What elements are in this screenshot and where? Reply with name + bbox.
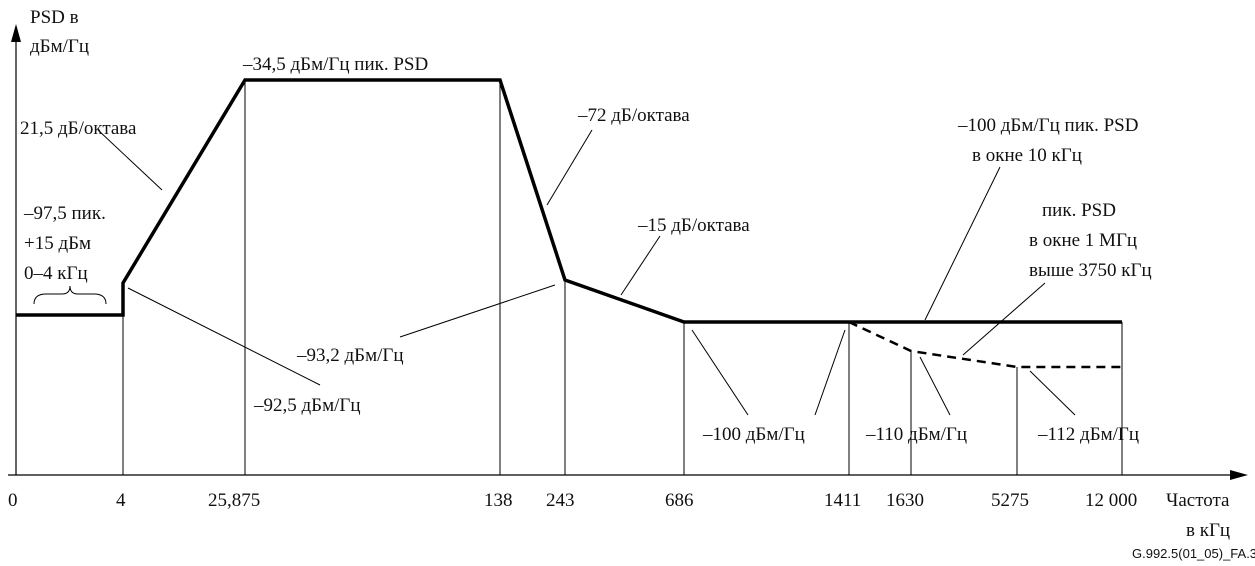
peak-10khz-label-line2: в окне 10 кГц [972, 145, 1082, 166]
low-band-label-line3: 0–4 кГц [24, 263, 88, 284]
leader-112 [1029, 370, 1076, 416]
leader-92-5 [127, 287, 321, 386]
figure-id: G.992.5(01_05)_FA.3 [1132, 546, 1255, 561]
leader-110 [919, 356, 951, 416]
level-93-2-label: –93,2 дБм/Гц [296, 345, 404, 366]
x-tick-0: 0 [8, 490, 18, 511]
leader-slope-shallow [620, 235, 661, 296]
slope-up-label: 21,5 дБ/октава [20, 118, 137, 139]
psd-mask-line [16, 78, 1122, 324]
low-band-label-line1: –97,5 пик. [23, 203, 106, 224]
x-tick-1411: 1411 [824, 490, 861, 511]
x-axis-label-line2: в кГц [1186, 520, 1230, 541]
leader-slope-steep [546, 129, 593, 206]
x-tick-243: 243 [546, 490, 575, 511]
peak-1mhz-label-line2: в окне 1 МГц [1029, 230, 1137, 251]
x-tick-1630: 1630 [886, 490, 924, 511]
leader-93-2 [399, 284, 556, 338]
slope-shallow-label: –15 дБ/октава [637, 215, 750, 236]
level-112-label: –112 дБм/Гц [1037, 424, 1139, 445]
x-axis-label-line1: Частота [1166, 490, 1230, 511]
x-tick-686: 686 [665, 490, 694, 511]
peak-psd-label: –34,5 дБм/Гц пик. PSD [242, 54, 428, 75]
peak-1mhz-label-line1: пик. PSD [1042, 200, 1116, 221]
leader-100-left [691, 329, 749, 416]
leader-slope-up [97, 129, 163, 191]
y-axis-arrow [11, 24, 21, 42]
leader-peak-10khz [924, 166, 1001, 321]
x-tick-12000: 12 000 [1085, 490, 1137, 511]
slope-steep-label: –72 дБ/октава [577, 105, 690, 126]
psd-1mhz-dashed-line [848, 320, 1122, 369]
leader-100-right [814, 329, 846, 416]
level-100-label: –100 дБм/Гц [702, 424, 805, 445]
x-axis-arrow [1230, 470, 1248, 480]
low-band-brace [33, 285, 107, 305]
level-110-label: –110 дБм/Гц [865, 424, 967, 445]
y-axis-label-line1: PSD в [30, 7, 79, 28]
x-tick-5275: 5275 [991, 490, 1029, 511]
peak-1mhz-label-line3: выше 3750 кГц [1029, 260, 1152, 281]
y-axis-label-line2: дБм/Гц [30, 36, 89, 57]
level-92-5-label: –92,5 дБм/Гц [253, 395, 361, 416]
x-tick-138: 138 [484, 490, 513, 511]
peak-10khz-label-line1: –100 дБм/Гц пик. PSD [957, 115, 1138, 136]
x-tick-25875: 25,875 [208, 490, 260, 511]
low-band-label-line2: +15 дБм [24, 233, 91, 254]
x-tick-4: 4 [116, 490, 126, 511]
leader-peak-1mhz [962, 282, 1046, 356]
